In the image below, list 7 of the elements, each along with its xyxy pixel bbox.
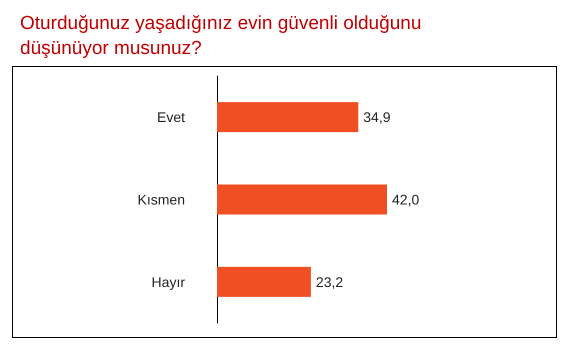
y-tick-label: Kısmen (138, 192, 185, 208)
data-label: 42,0 (392, 192, 420, 208)
y-tick-label: Hayır (152, 274, 186, 290)
y-tick-label: Evet (156, 109, 186, 126)
chart-title: Oturduğunuz yaşadığınız evin güvenli olduğunu düşünüyor musunuz? (20, 13, 427, 59)
data-label: 34,9 (363, 109, 391, 126)
data-label: 23,2 (316, 274, 344, 290)
